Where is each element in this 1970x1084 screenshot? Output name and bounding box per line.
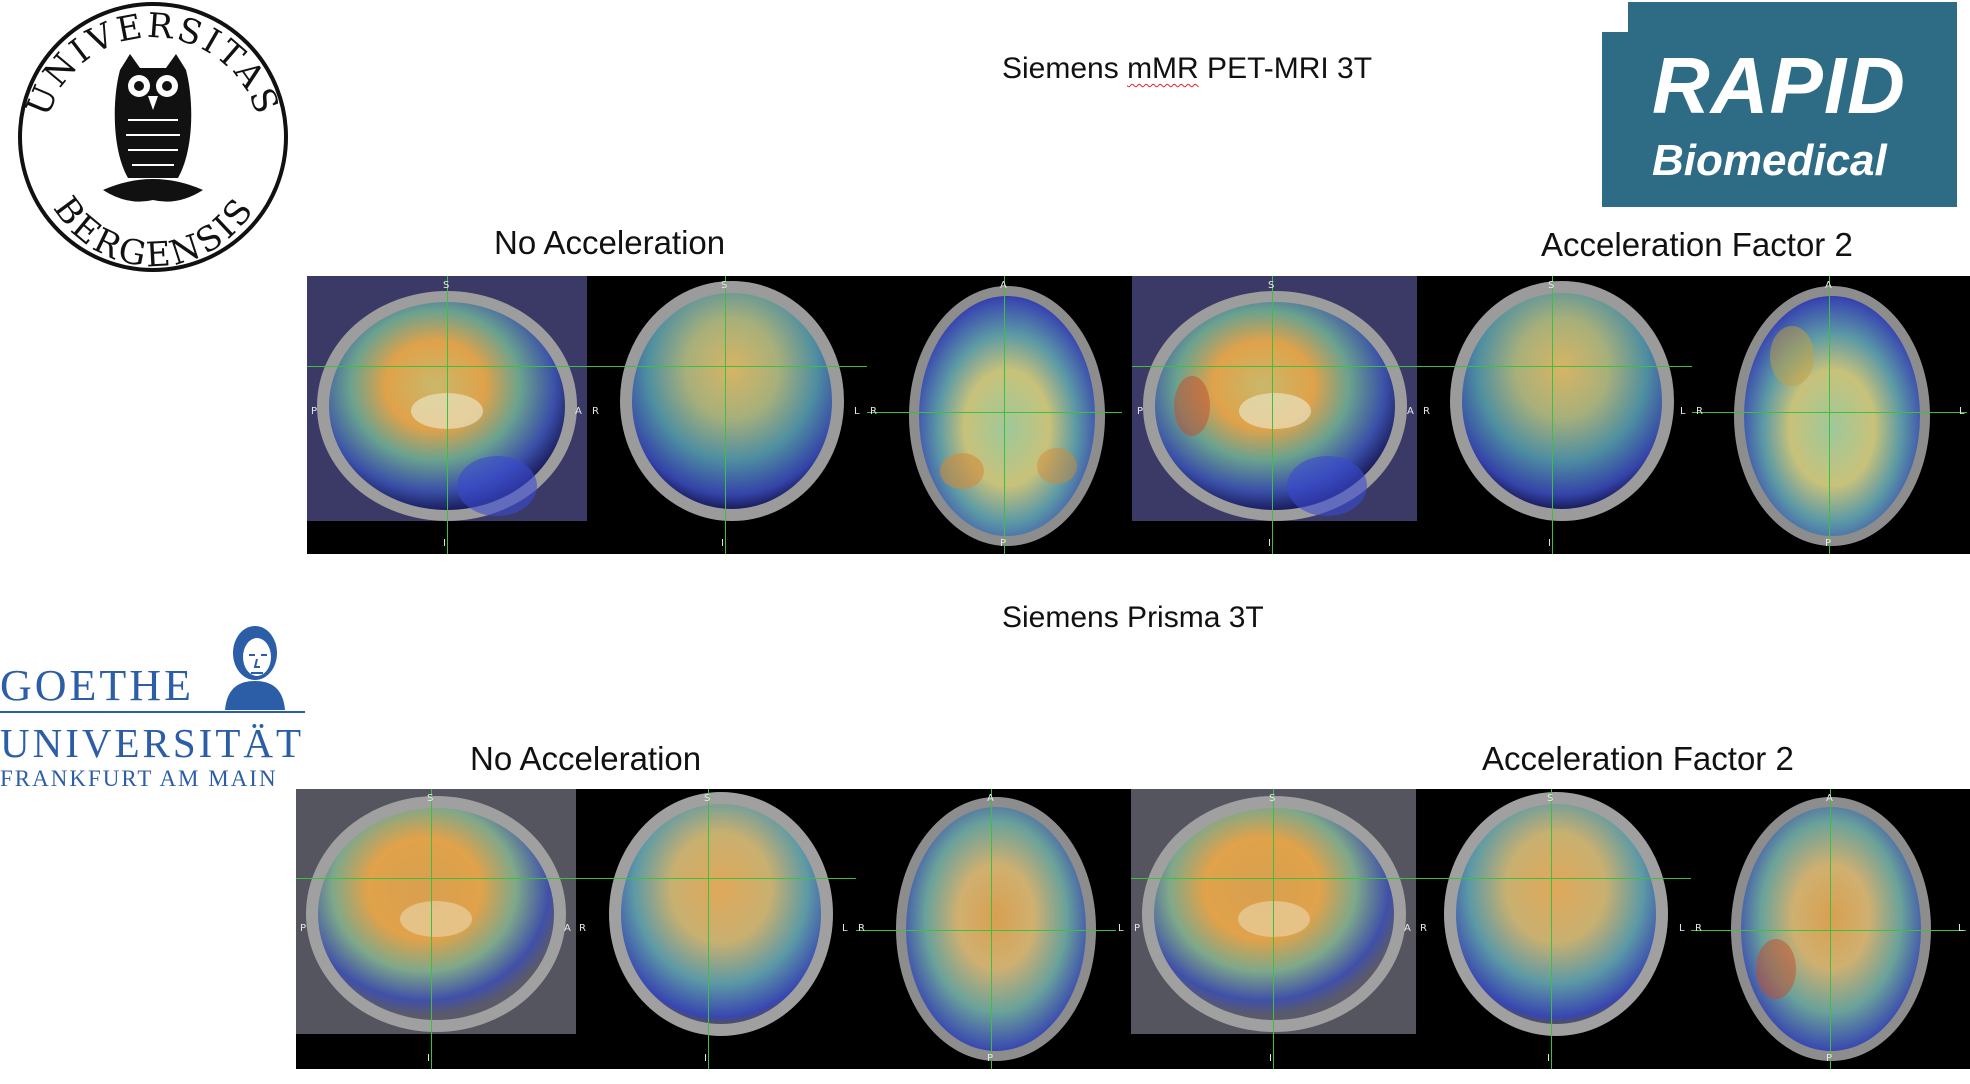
orient-label: L [1680, 406, 1686, 417]
orient-label: S [1548, 280, 1555, 291]
orient-label: A [987, 793, 994, 804]
orient-label: L [1679, 923, 1685, 934]
section2-right-label: Acceleration Factor 2 [1482, 740, 1794, 777]
orient-label: A [1826, 793, 1833, 804]
orient-label: A [1000, 280, 1007, 291]
orient-label: P [987, 1053, 994, 1064]
orient-label: S [721, 280, 728, 291]
scan-strip-prisma: S I P A R S I L R A P L P S I A R S I L … [296, 789, 1970, 1069]
orient-label: L [1118, 923, 1124, 934]
orient-label: I [427, 1053, 430, 1064]
orient-label: S [427, 793, 434, 804]
axial-scan-no-accel [881, 789, 1111, 1069]
axial-scan-no-accel [892, 276, 1122, 554]
orient-label: L [854, 406, 860, 417]
orient-label: R [1696, 406, 1703, 417]
goethe-logo-line3: FRANKFURT AM MAIN [0, 766, 278, 791]
orient-label: L [1959, 406, 1965, 417]
orient-label: P [1825, 538, 1832, 549]
sagittal-scan-no-accel [296, 789, 576, 1069]
orient-label: A [564, 923, 571, 934]
orient-label: I [721, 538, 724, 549]
rapid-logo-line2: Biomedical [1652, 136, 1887, 185]
section2-title: Siemens Prisma 3T [1002, 601, 1264, 634]
orient-label: A [575, 406, 582, 417]
axial-scan-accel2 [1716, 789, 1946, 1069]
orient-label: S [443, 280, 450, 291]
coronal-scan-accel2 [1437, 276, 1687, 554]
section2-left-label: No Acceleration [470, 740, 702, 777]
orient-label: P [311, 406, 318, 417]
orient-label: R [1420, 923, 1427, 934]
orient-label: S [1269, 793, 1276, 804]
orient-label: R [858, 923, 865, 934]
section1-title: Siemens mMR PET-MRI 3T [1002, 52, 1373, 85]
coronal-scan-no-accel [596, 789, 846, 1069]
rapid-logo-line1: RAPID [1652, 41, 1906, 130]
orient-label: R [592, 406, 599, 417]
goethe-logo-line2: UNIVERSITÄT [0, 720, 305, 766]
orient-label: R [870, 406, 877, 417]
orient-label: A [1407, 406, 1414, 417]
orient-label: I [1547, 1053, 1550, 1064]
orient-label: I [1268, 538, 1271, 549]
svg-text:BERGENSIS: BERGENSIS [45, 189, 263, 275]
orient-label: S [704, 793, 711, 804]
rapid-biomedical-logo: RAPID Biomedical [1602, 2, 1957, 207]
axial-scan-accel2 [1717, 276, 1947, 554]
goethe-logo-line1: GOETHE [0, 661, 194, 710]
orient-label: P [300, 923, 307, 934]
universitas-bergensis-logo: UNIVERSITAS BERGENSIS [8, 0, 298, 276]
orient-label: I [704, 1053, 707, 1064]
goethe-universitaet-logo: GOETHE UNIVERSITÄT FRANKFURT AM MAIN [0, 615, 310, 795]
orient-label: R [1695, 923, 1702, 934]
orient-label: P [1134, 923, 1141, 934]
orient-label: S [1547, 793, 1554, 804]
orient-label: L [1958, 923, 1964, 934]
section1-left-label: No Acceleration [494, 224, 726, 261]
orient-label: L [842, 923, 848, 934]
orient-label: I [1548, 538, 1551, 549]
scan-strip-mmr: S I P A R S I L R A P P S I A R S I L R … [307, 276, 1970, 554]
orient-label: S [1268, 280, 1275, 291]
orient-label: A [1404, 923, 1411, 934]
orient-label: R [1423, 406, 1430, 417]
orient-label: I [443, 538, 446, 549]
coronal-scan-no-accel [607, 276, 857, 554]
sagittal-scan-accel2 [1132, 276, 1417, 554]
section1-right-label: Acceleration Factor 2 [1541, 226, 1853, 263]
goethe-portrait-icon [225, 626, 285, 710]
orient-label: I [1269, 1053, 1272, 1064]
orient-label: A [1825, 280, 1832, 291]
orient-label: P [1137, 406, 1144, 417]
orient-label: P [1000, 538, 1007, 549]
orient-label: R [579, 923, 586, 934]
orient-label: P [1826, 1053, 1833, 1064]
coronal-scan-accel2 [1431, 789, 1681, 1069]
